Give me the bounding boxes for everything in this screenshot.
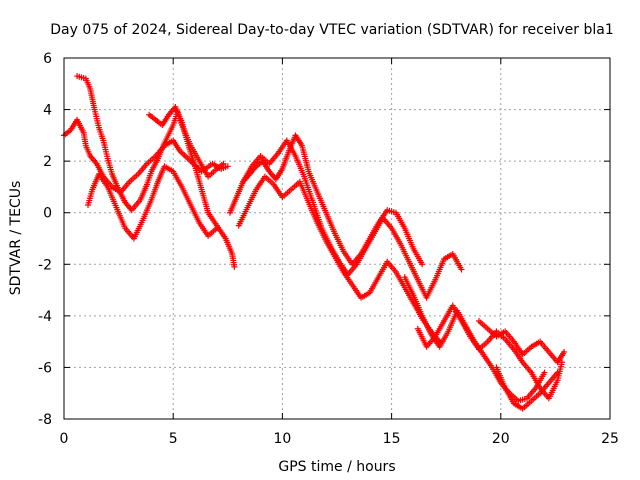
x-tick-label: 20 [492, 431, 510, 447]
x-tick-label: 5 [169, 431, 178, 447]
series-track-11 [493, 364, 561, 412]
y-axis-label: SDTVAR / TECUs [8, 181, 24, 296]
x-tick-label: 15 [383, 431, 401, 447]
data-point [419, 261, 426, 268]
chart-title: Day 075 of 2024, Sidereal Day-to-day VTE… [50, 22, 613, 38]
grid-layer [64, 58, 610, 419]
plot-frame [63, 57, 611, 420]
y-tick-label: -4 [38, 309, 52, 325]
series-track-7 [240, 137, 465, 301]
series-track-9 [414, 302, 565, 402]
y-tick-label: 2 [43, 154, 52, 170]
data-point [541, 369, 548, 376]
x-tick-label: 25 [601, 431, 619, 447]
y-tick-label: 4 [43, 103, 52, 119]
x-axis-label: GPS time / hours [278, 459, 395, 475]
series-track-4 [146, 103, 238, 270]
data-point [554, 369, 561, 376]
series-track-2 [74, 73, 227, 214]
data-point [561, 348, 568, 355]
series-track-5 [226, 132, 426, 268]
y-tick-label: -8 [38, 412, 52, 428]
y-tick-label: -2 [38, 257, 52, 273]
y-tick-label: 0 [43, 206, 52, 222]
data-point [220, 160, 227, 167]
tick-layer: 0 5 10 15 20 25 -8 -6 -4 -2 0 2 4 6 [38, 51, 619, 447]
series-track-10 [475, 318, 568, 366]
data-point [231, 263, 238, 270]
y-tick-label: -6 [38, 360, 52, 376]
series-track-3 [85, 163, 220, 242]
data-point [458, 266, 465, 273]
x-tick-label: 10 [273, 431, 291, 447]
x-tick-label: 0 [60, 431, 69, 447]
y-tick-label: 6 [43, 51, 52, 67]
data-point [224, 163, 231, 170]
marker-layer [61, 73, 568, 412]
